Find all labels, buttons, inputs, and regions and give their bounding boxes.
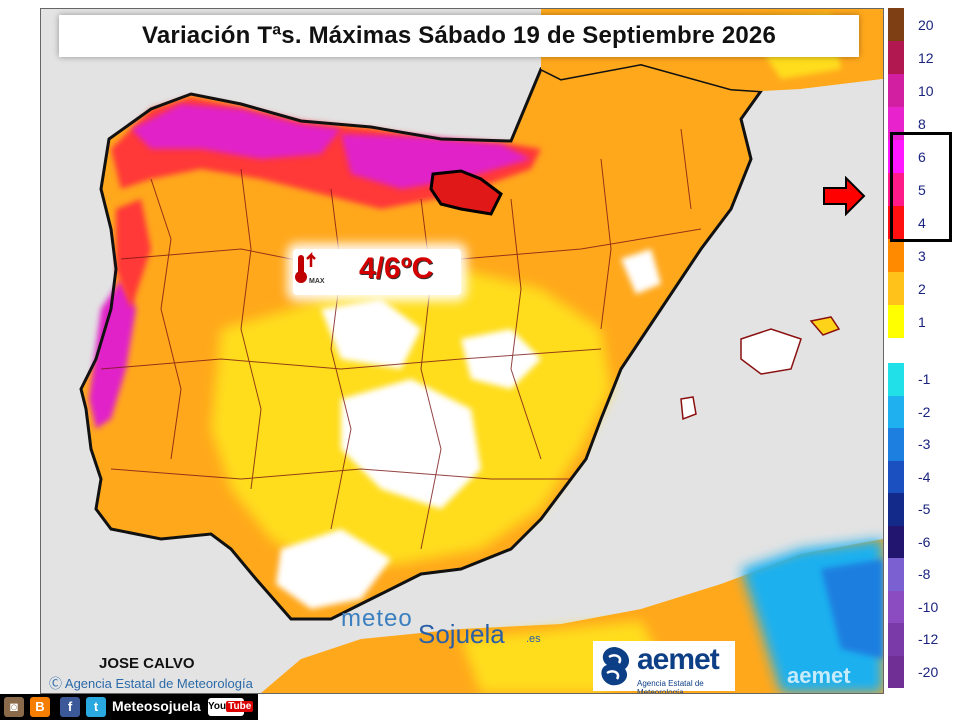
legend-band--12	[888, 623, 904, 656]
aemet-swirl-icon	[601, 647, 630, 686]
legend-label: 4	[918, 214, 926, 231]
temperature-change-value: 4/6ºC	[359, 252, 434, 285]
legend-band-1	[888, 305, 904, 338]
legend-label: -4	[918, 468, 931, 485]
social-bar: ◙ B f t Meteosojuela You Tube	[0, 694, 258, 720]
legend-band-12	[888, 41, 904, 74]
legend-label: -5	[918, 501, 931, 518]
watermark-part-domain: .es	[526, 633, 541, 645]
legend-band-20	[888, 8, 904, 41]
color-scale-legend: 20 12 10 8 6 5 4 3 2 1 -1 -2 -3 -4 -5 -6 -8 -10 -12 -20	[888, 8, 956, 688]
aemet-credit: Ⓒ Agencia Estatal de Meteorología	[49, 673, 253, 692]
author-name: JOSE CALVO	[99, 655, 195, 672]
youtube-icon[interactable]: You Tube	[208, 698, 254, 716]
legend-label: -12	[918, 631, 939, 648]
legend-band--20	[888, 655, 904, 688]
legend-band--2	[888, 395, 904, 428]
copyright-icon: Ⓒ	[49, 676, 65, 691]
watermark-part-sojuela: Sojuela	[418, 619, 505, 649]
legend-label: 20	[918, 16, 934, 33]
youtube-tube: Tube	[226, 701, 254, 712]
map-title: Variación Tªs. Máximas Sábado 19 de Sept…	[59, 15, 859, 57]
legend-label: 12	[918, 49, 934, 66]
legend-band-2	[888, 272, 904, 305]
legend-label: -2	[918, 403, 931, 420]
youtube-you: You	[208, 701, 227, 712]
balearic-islands	[740, 328, 802, 375]
watermark-part-meteo: meteo	[341, 605, 413, 632]
aemet-logo: aemet Agencia Estatal de Meteorología	[593, 641, 735, 694]
legend-band-8	[888, 107, 904, 140]
selected-range-box	[890, 132, 952, 242]
legend-band--1	[888, 363, 904, 396]
legend-band--6	[888, 525, 904, 558]
aemet-logo-subtitle: Agencia Estatal de Meteorología	[637, 679, 704, 694]
legend-label: 10	[918, 82, 934, 99]
legend-label: 2	[918, 280, 926, 297]
legend-label: 6	[918, 148, 926, 165]
legend-label: 8	[918, 115, 926, 132]
red-arrow-icon	[823, 176, 866, 216]
legend-label: 1	[918, 313, 926, 330]
aemet-logo-name: aemet	[637, 643, 720, 676]
temperature-map: Variación Tªs. Máximas Sábado 19 de Sept…	[40, 8, 884, 694]
legend-band--3	[888, 428, 904, 461]
legend-label: 3	[918, 247, 926, 264]
legend-label: -10	[918, 598, 939, 615]
legend-band-zero	[888, 338, 904, 363]
legend-band-3	[888, 239, 904, 272]
legend-band--8	[888, 558, 904, 591]
credit-text: Agencia Estatal de Meteorología	[64, 676, 253, 691]
legend-label: -1	[918, 371, 931, 388]
legend-band--10	[888, 590, 904, 623]
meteosojuela-watermark: meteo Sojuela .es	[341, 605, 541, 649]
aemet-ghost-watermark: aemet	[787, 663, 851, 688]
instagram-icon[interactable]: ◙	[4, 697, 24, 717]
legend-label: 5	[918, 181, 926, 198]
legend-label: -8	[918, 566, 931, 583]
iberia-map-svg	[79, 9, 883, 693]
legend-label: -6	[918, 533, 931, 550]
facebook-icon[interactable]: f	[60, 697, 80, 717]
temperature-change-badge: MAX 4/6ºC	[293, 249, 461, 295]
social-account-name[interactable]: Meteosojuela	[112, 698, 201, 714]
thermometer-up-icon: MAX	[295, 251, 325, 285]
legend-band--5	[888, 493, 904, 526]
legend-label: -20	[918, 663, 939, 680]
legend-label: -3	[918, 436, 931, 453]
max-label: MAX	[309, 278, 325, 285]
la-rioja-outline	[429, 169, 503, 216]
blogger-icon[interactable]: B	[30, 697, 50, 717]
legend-band--4	[888, 460, 904, 493]
legend-band-10	[888, 74, 904, 107]
twitter-icon[interactable]: t	[86, 697, 106, 717]
